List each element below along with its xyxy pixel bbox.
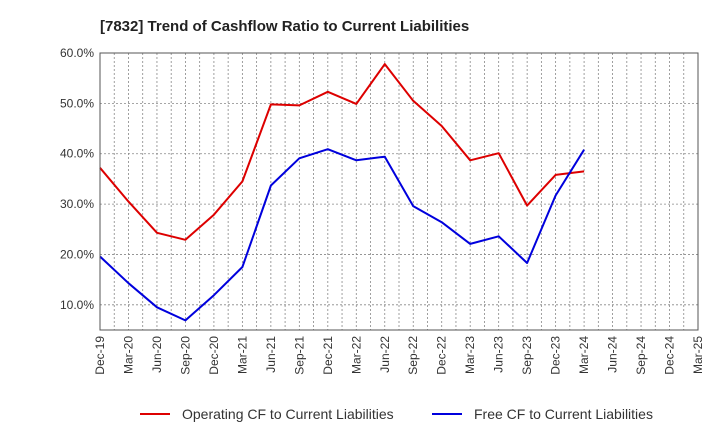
plot-frame (99, 52, 699, 331)
y-tick-label: 20.0% (60, 247, 94, 261)
x-tick-label: Mar-20 (121, 336, 135, 374)
x-tick-label: Dec-24 (663, 336, 677, 375)
x-tick-label: Jun-20 (150, 336, 164, 373)
legend-operating-cf-label: Operating CF to Current Liabilities (182, 406, 394, 422)
x-tick-label: Mar-25 (691, 336, 705, 374)
x-tick-label: Mar-21 (235, 336, 249, 374)
y-tick-label: 50.0% (60, 96, 94, 110)
series-line-free-cf (99, 148, 585, 322)
x-tick-label: Dec-22 (435, 336, 449, 375)
x-tick-label: Mar-22 (349, 336, 363, 374)
series-line-operating-cf (99, 63, 585, 241)
x-tick-label: Dec-21 (321, 336, 335, 375)
y-tick-label: 30.0% (60, 197, 94, 211)
x-tick-label: Jun-21 (264, 336, 278, 373)
x-tick-label: Mar-23 (463, 336, 477, 374)
legend: Operating CF to Current Liabilities Free … (140, 406, 653, 422)
x-tick-label: Jun-22 (378, 336, 392, 373)
x-tick-label: Sep-23 (520, 336, 534, 375)
chart-title: [7832] Trend of Cashflow Ratio to Curren… (100, 18, 469, 35)
x-axis-ticks: Dec-19 Mar-20 Jun-20 Sep-20 Dec-20 Mar-21 Jun-… (93, 336, 705, 375)
grid (99, 52, 699, 330)
x-tick-label: Dec-19 (93, 336, 107, 375)
legend-free-cf-label: Free CF to Current Liabilities (474, 406, 653, 422)
x-tick-label: Sep-22 (406, 336, 420, 375)
x-tick-label: Sep-24 (634, 336, 648, 375)
series-lines (99, 63, 585, 322)
x-tick-label: Mar-24 (577, 336, 591, 374)
y-axis-ticks: 10.0% 20.0% 30.0% 40.0% 50.0% 60.0% (60, 46, 94, 312)
x-tick-label: Dec-23 (549, 336, 563, 375)
y-tick-label: 60.0% (60, 46, 94, 60)
x-tick-label: Jun-23 (492, 336, 506, 373)
y-tick-label: 40.0% (60, 147, 94, 161)
x-tick-label: Sep-20 (178, 336, 192, 375)
y-tick-label: 10.0% (60, 298, 94, 312)
x-tick-label: Dec-20 (207, 336, 221, 375)
x-tick-label: Sep-21 (292, 336, 306, 375)
x-tick-label: Jun-24 (606, 336, 620, 373)
